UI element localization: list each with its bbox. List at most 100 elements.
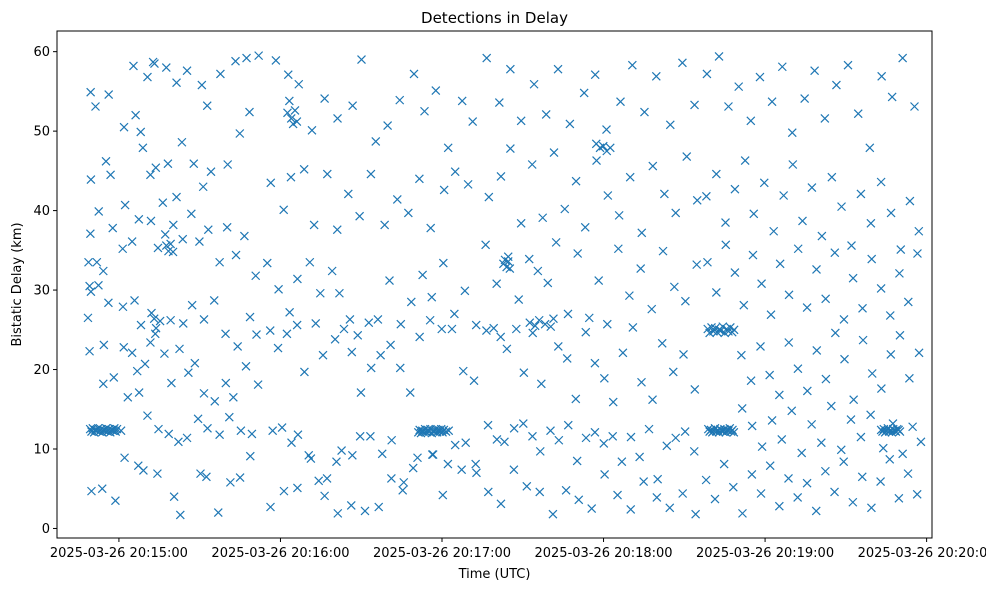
- data-point-563: [898, 449, 908, 459]
- data-point-85: [147, 308, 156, 318]
- data-point-584: [866, 503, 876, 513]
- x-tick-label-0: 2025-03-26 20:15:00: [50, 546, 188, 561]
- data-point-91: [187, 300, 197, 310]
- data-point-457: [739, 300, 749, 310]
- data-point-199: [427, 292, 437, 302]
- data-point-458: [748, 250, 758, 260]
- data-point-543: [891, 427, 901, 436]
- data-point-257: [386, 473, 396, 483]
- data-point-469: [848, 273, 858, 283]
- data-point-375: [535, 446, 545, 456]
- data-point-152: [320, 94, 330, 103]
- data-point-373: [518, 419, 528, 428]
- data-point-58: [245, 107, 254, 117]
- data-point-293: [565, 119, 575, 129]
- data-point-131: [236, 426, 246, 436]
- data-point-186: [292, 274, 302, 284]
- data-point-378: [563, 420, 573, 430]
- data-point-262: [457, 465, 467, 475]
- data-point-353: [546, 322, 556, 332]
- data-point-82: [118, 302, 128, 312]
- data-point-195: [385, 276, 394, 285]
- data-point-43: [106, 170, 116, 180]
- data-point-130: [224, 412, 234, 422]
- data-point-116: [241, 361, 251, 371]
- data-point-598: [503, 257, 513, 266]
- data-point-575: [784, 473, 793, 483]
- data-point-552: [787, 406, 797, 416]
- plot-frame: [56, 30, 933, 539]
- data-point-560: [866, 410, 876, 420]
- data-point-550: [767, 415, 777, 425]
- data-point-572: [756, 489, 766, 498]
- data-point-235: [347, 450, 357, 460]
- data-point-332: [563, 309, 573, 319]
- data-point-30: [150, 59, 159, 69]
- data-point-302: [677, 58, 687, 68]
- data-point-149: [283, 70, 293, 80]
- data-point-291: [541, 110, 551, 119]
- data-point-169: [309, 220, 319, 230]
- data-point-231: [314, 476, 324, 486]
- data-point-325: [492, 279, 502, 289]
- data-point-549: [757, 442, 767, 452]
- data-point-94: [221, 329, 230, 339]
- data-point-37: [231, 56, 240, 66]
- data-point-386: [635, 452, 645, 462]
- data-point-558: [846, 415, 856, 425]
- data-point-427: [887, 92, 897, 102]
- data-point-139: [152, 469, 162, 479]
- data-point-438: [779, 191, 789, 200]
- data-point-463: [793, 244, 803, 254]
- data-point-190: [334, 288, 344, 298]
- data-point-303: [690, 100, 699, 110]
- data-point-68: [160, 230, 170, 239]
- data-point-395: [509, 465, 519, 475]
- data-point-400: [574, 495, 584, 505]
- data-point-580: [830, 487, 839, 497]
- data-point-202: [460, 286, 470, 296]
- data-point-168: [299, 164, 309, 174]
- data-point-92: [199, 315, 209, 324]
- data-point-565: [916, 437, 926, 447]
- data-point-292: [553, 64, 563, 74]
- data-point-140: [169, 492, 179, 502]
- data-point-317: [625, 172, 635, 182]
- data-point-56: [223, 160, 233, 169]
- data-point-368: [690, 384, 700, 394]
- data-point-86: [149, 314, 159, 324]
- data-point-453: [703, 257, 712, 267]
- data-point-494: [756, 342, 765, 351]
- data-point-155: [357, 55, 366, 65]
- data-point-467: [830, 248, 840, 258]
- data-point-144: [213, 508, 223, 517]
- data-point-568: [719, 459, 729, 469]
- data-point-582: [848, 497, 858, 507]
- data-point-255: [360, 506, 370, 516]
- data-point-360: [608, 397, 618, 407]
- data-point-205: [273, 343, 283, 353]
- data-point-70: [178, 234, 188, 244]
- data-point-352: [536, 379, 546, 389]
- data-point-422: [831, 80, 841, 90]
- data-point-499: [802, 386, 812, 396]
- data-point-339: [636, 264, 646, 274]
- y-tick-label-0: 0: [42, 522, 50, 537]
- data-point-604: [605, 143, 615, 153]
- data-point-188: [315, 288, 325, 298]
- data-point-557: [836, 445, 846, 455]
- data-point-184: [274, 284, 284, 294]
- data-point-587: [894, 493, 904, 503]
- data-point-431: [711, 169, 721, 179]
- data-point-284: [441, 427, 451, 436]
- data-point-473: [885, 311, 895, 320]
- data-point-323: [692, 195, 702, 205]
- data-point-383: [608, 431, 618, 441]
- data-point-297: [616, 97, 625, 107]
- data-point-120: [123, 392, 133, 402]
- data-point-561: [878, 443, 888, 453]
- data-point-415: [755, 72, 765, 82]
- data-point-432: [721, 218, 730, 227]
- data-point-234: [337, 446, 347, 456]
